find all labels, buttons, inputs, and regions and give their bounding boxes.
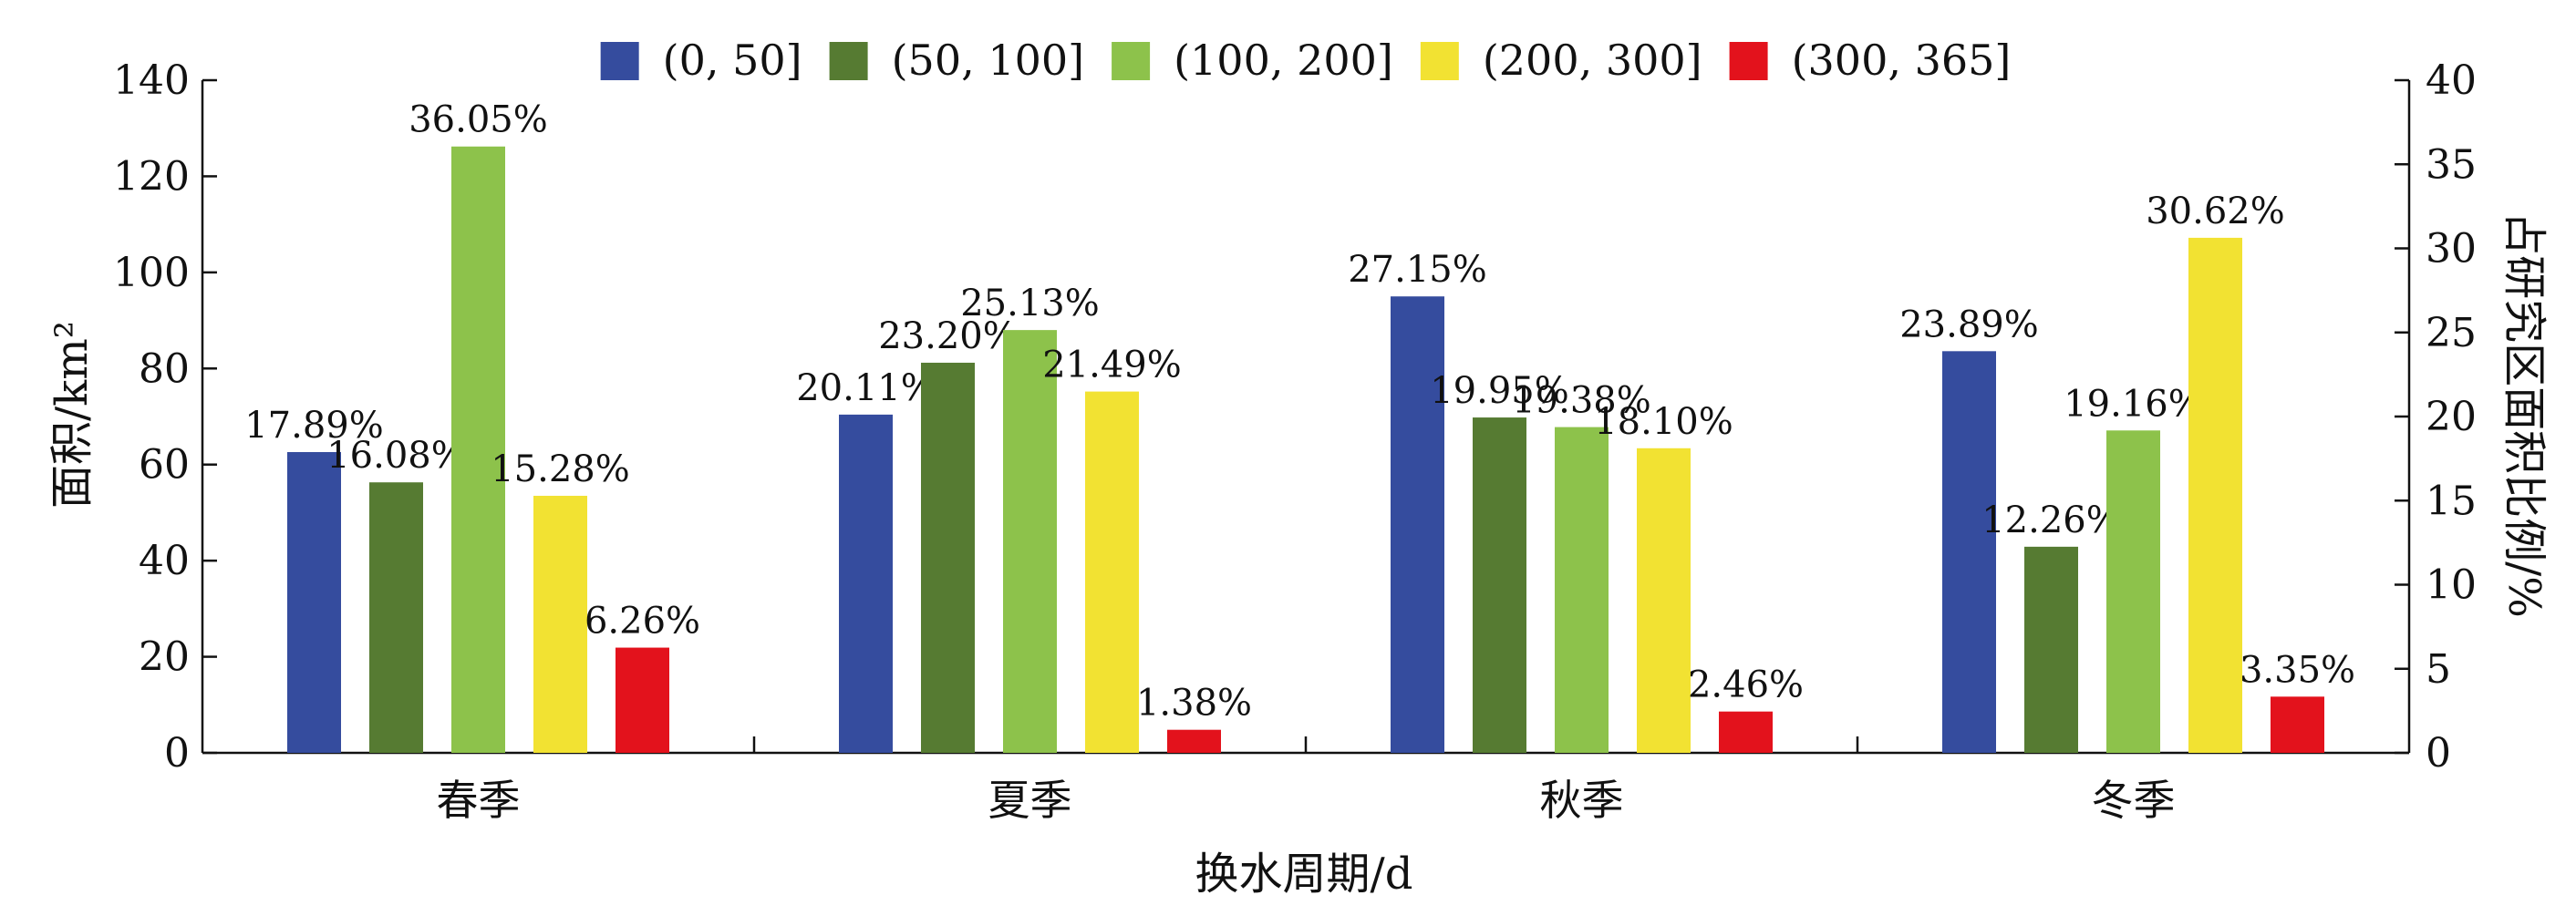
legend-item: (0, 50]	[600, 36, 802, 85]
bar	[2271, 696, 2324, 753]
bar	[1167, 729, 1221, 753]
bar	[1003, 330, 1057, 753]
data-label: 21.49%	[1042, 345, 1182, 386]
legend-label: (50, 100]	[892, 36, 1084, 85]
data-label: 2.46%	[1688, 664, 1804, 706]
legend-item: (100, 200]	[1112, 36, 1393, 85]
data-label: 15.28%	[491, 448, 630, 490]
legend-label: (300, 365]	[1792, 36, 2012, 85]
y-axis-right-title: 占研究区面积比例/%	[2498, 211, 2550, 618]
legend-swatch	[829, 42, 868, 80]
x-category-label: 春季	[437, 776, 521, 825]
y-right-tick-label: 40	[2426, 57, 2477, 104]
y-right-tick-label: 35	[2426, 141, 2477, 188]
legend-swatch	[1112, 42, 1151, 80]
data-label: 23.89%	[1899, 304, 2039, 345]
legend-item: (200, 300]	[1420, 36, 1702, 85]
bar	[1473, 417, 1526, 753]
y-left-tick-label: 100	[113, 250, 190, 296]
y-left-tick-label: 40	[139, 538, 190, 584]
legend-swatch	[1420, 42, 1459, 80]
legend-item: (300, 365]	[1729, 36, 2012, 85]
data-label: 16.08%	[326, 435, 466, 477]
legend-label: (0, 50]	[663, 36, 802, 85]
bar	[921, 362, 975, 753]
y-right-tick-label: 20	[2426, 394, 2477, 440]
data-label: 17.89%	[244, 405, 384, 447]
y-right-tick-label: 10	[2426, 562, 2477, 609]
y-right-tick-label: 5	[2426, 646, 2451, 693]
data-label: 36.05%	[409, 99, 548, 141]
data-label: 18.10%	[1594, 401, 1733, 443]
bar	[1391, 296, 1444, 753]
bar	[1942, 351, 1996, 753]
bar	[287, 452, 341, 753]
y-left-tick-label: 120	[113, 153, 190, 200]
bar	[839, 414, 893, 753]
bar	[2106, 430, 2160, 753]
y-right-tick-label: 25	[2426, 310, 2477, 356]
bar	[1719, 711, 1773, 753]
legend-swatch	[1729, 42, 1768, 80]
bar	[451, 146, 505, 753]
data-label: 25.13%	[960, 283, 1100, 324]
y-left-tick-label: 60	[139, 442, 190, 489]
y-left-tick-label: 20	[139, 634, 190, 681]
y-left-tick-label: 80	[139, 345, 190, 392]
y-right-tick-label: 15	[2426, 478, 2477, 524]
bar	[1637, 448, 1691, 753]
legend-item: (50, 100]	[829, 36, 1084, 85]
x-axis-title: 换水周期/d	[1195, 849, 1413, 900]
data-label: 12.26%	[1981, 499, 2121, 541]
data-label: 30.62%	[2146, 190, 2285, 232]
y-right-tick-label: 0	[2426, 730, 2451, 777]
y-axis-left-title: 面积/km²	[47, 321, 98, 509]
bar	[533, 495, 587, 753]
bar	[1085, 391, 1139, 753]
x-category-label: 秋季	[1540, 776, 1624, 825]
x-category-label: 夏季	[988, 776, 1072, 825]
legend-label: (200, 300]	[1483, 36, 1702, 85]
data-label: 23.20%	[878, 315, 1018, 357]
plot-area: 0 20 40 60 80 100 120 140 0 5 10 15 20 25 30 35 40 春季 17.8…	[113, 57, 2477, 825]
bar	[1555, 427, 1609, 753]
data-label: 19.38%	[1512, 380, 1651, 422]
bar	[2024, 546, 2078, 753]
data-label: 6.26%	[585, 601, 700, 643]
data-label: 27.15%	[1348, 249, 1487, 291]
data-label: 20.11%	[796, 367, 936, 409]
x-category-label: 冬季	[2092, 776, 2176, 825]
data-label: 19.16%	[2064, 383, 2203, 425]
bar	[369, 482, 423, 753]
data-label: 1.38%	[1136, 683, 1252, 725]
data-label: 3.35%	[2240, 649, 2355, 691]
legend: (0, 50] (50, 100] (100, 200] (200, 300] (300…	[600, 36, 2012, 85]
y-right-tick-label: 30	[2426, 226, 2477, 273]
legend-label: (100, 200]	[1174, 36, 1393, 85]
data-label: 19.95%	[1430, 370, 1569, 412]
bar	[2188, 237, 2242, 754]
y-left-tick-label: 140	[113, 57, 190, 104]
legend-swatch	[600, 42, 639, 80]
y-left-tick-label: 0	[164, 730, 190, 777]
bar	[616, 647, 669, 753]
